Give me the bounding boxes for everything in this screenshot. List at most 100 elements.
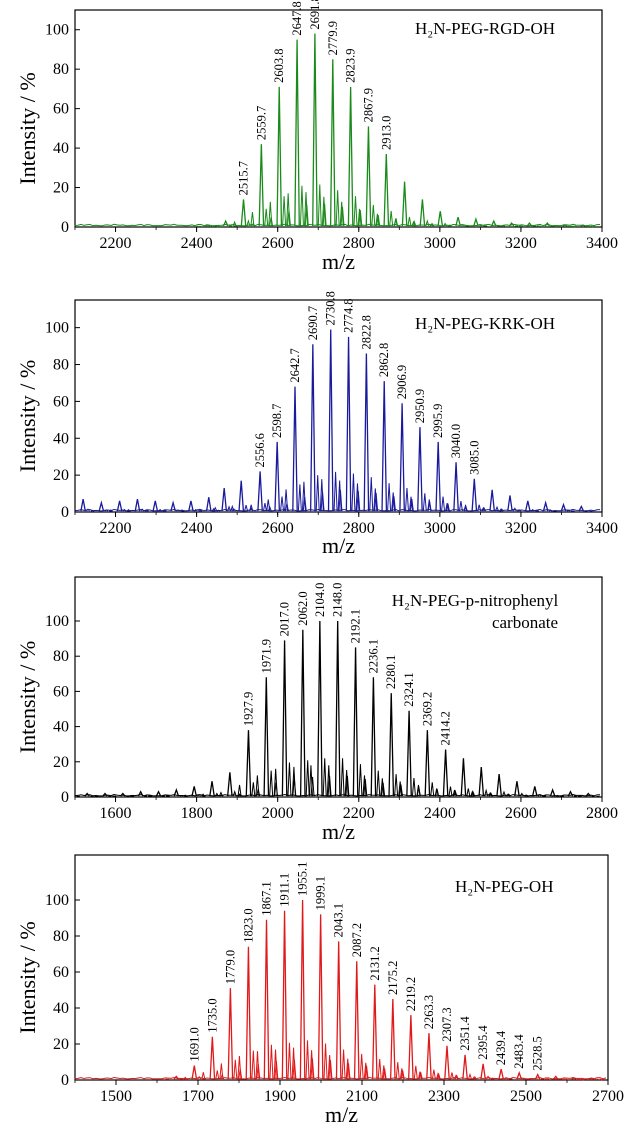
panel-title: H₂N-PEG-OH [455, 877, 553, 896]
satellite-peak [299, 185, 304, 227]
satellite-peak [577, 1078, 581, 1081]
peak-label: 2351.4 [458, 1016, 472, 1051]
y-tick-label: 20 [53, 467, 69, 484]
satellite-peak [430, 782, 435, 797]
peak [245, 946, 252, 1080]
peak [508, 221, 515, 227]
satellite-peak [471, 791, 476, 797]
satellite-peak [504, 1076, 508, 1080]
peak-label: 1779.0 [223, 950, 237, 984]
y-tick-label: 60 [53, 101, 69, 118]
x-tick-label: 3200 [505, 520, 537, 537]
peak-label: 2690.7 [306, 306, 320, 340]
chart-panel-3: 1600 1800 2000 2200 2400 2600 2800 0 20 40 60 80 100… [15, 576, 618, 844]
satellite-peak [230, 504, 235, 512]
satellite-peak [535, 509, 539, 512]
peak-label: 2439.4 [494, 1030, 508, 1065]
satellite-peak [249, 504, 254, 512]
plot-frame [74, 576, 603, 798]
peak-label: 1867.1 [260, 881, 274, 915]
satellite-peak [454, 1074, 459, 1080]
satellite-peak [269, 770, 274, 797]
satellite-peak [357, 208, 362, 227]
y-tick-label: 20 [53, 754, 69, 771]
satellite-peak [319, 479, 324, 512]
peak-label: 2043.1 [332, 903, 346, 937]
satellite-peak [286, 193, 291, 227]
peak [299, 629, 306, 797]
satellite-peak [262, 502, 267, 512]
satellite-peak [305, 760, 310, 797]
peak-label: 2995.9 [431, 404, 445, 438]
peak-label: 1735.0 [205, 998, 219, 1032]
peak-label: 1999.1 [314, 876, 328, 910]
peak [116, 500, 123, 512]
peak [274, 441, 281, 512]
y-tick-label: 0 [61, 789, 69, 806]
satellite-peak [211, 225, 215, 228]
satellite-peak [180, 509, 184, 512]
peak [478, 767, 485, 797]
satellite-peak [411, 220, 416, 227]
peak [102, 792, 108, 797]
satellite-peak [489, 792, 493, 797]
satellite-peak [355, 483, 360, 512]
satellite-peak [473, 1076, 477, 1080]
satellite-peak [183, 1076, 188, 1080]
satellite-peak [176, 509, 180, 512]
peak [526, 221, 533, 227]
peak [401, 181, 408, 227]
satellite-peak [499, 508, 503, 512]
satellite-peak [568, 225, 572, 228]
satellite-peak [232, 789, 237, 797]
satellite-peak [280, 496, 285, 512]
peak [489, 489, 495, 512]
y-axis-label: Intensity / % [15, 641, 40, 753]
peak [544, 221, 550, 227]
baseline-trace [74, 223, 601, 227]
y-tick-label: 40 [53, 1000, 69, 1017]
satellite-peak [502, 790, 506, 797]
satellite-peak [412, 219, 417, 227]
satellite-peak [586, 225, 590, 228]
x-tick-label: 2700 [592, 1088, 624, 1105]
peak [388, 693, 395, 797]
satellite-peak [479, 224, 483, 227]
peak-label: 2515.7 [237, 161, 251, 195]
peak [155, 790, 162, 797]
peak-label: 2131.2 [368, 946, 382, 980]
peak-label: 2950.9 [413, 389, 427, 423]
peak [580, 224, 586, 227]
peak [353, 961, 360, 1080]
satellite-peak [443, 222, 448, 227]
satellite-peak [327, 1055, 332, 1080]
satellite-peak [287, 1042, 292, 1080]
satellite-peak [470, 790, 475, 797]
peak [209, 1036, 216, 1080]
satellite-peak [104, 509, 109, 512]
satellite-peak [400, 1070, 405, 1080]
satellite-peak [472, 1076, 476, 1080]
peak [294, 39, 300, 227]
satellite-peak [363, 779, 368, 797]
peak [120, 792, 126, 797]
satellite-peak [374, 492, 379, 512]
peak-label: 2862.8 [377, 343, 391, 377]
satellite-peak [126, 508, 131, 512]
x-tick-label: 2400 [424, 805, 456, 822]
satellite-peak [310, 776, 315, 797]
peak [578, 504, 585, 512]
satellite-peak [454, 1074, 459, 1080]
x-tick-label: 2800 [343, 235, 375, 252]
satellite-peak [359, 1053, 364, 1080]
satellite-peak [201, 793, 205, 797]
satellite-peak [371, 204, 376, 227]
peak [542, 500, 549, 512]
x-tick-label: 2800 [586, 805, 618, 822]
peak [276, 86, 283, 227]
x-tick-label: 3400 [586, 235, 618, 252]
satellite-peak [108, 509, 113, 512]
peak [534, 1073, 541, 1080]
satellite-peak [512, 507, 517, 512]
satellite-peak [590, 225, 595, 228]
